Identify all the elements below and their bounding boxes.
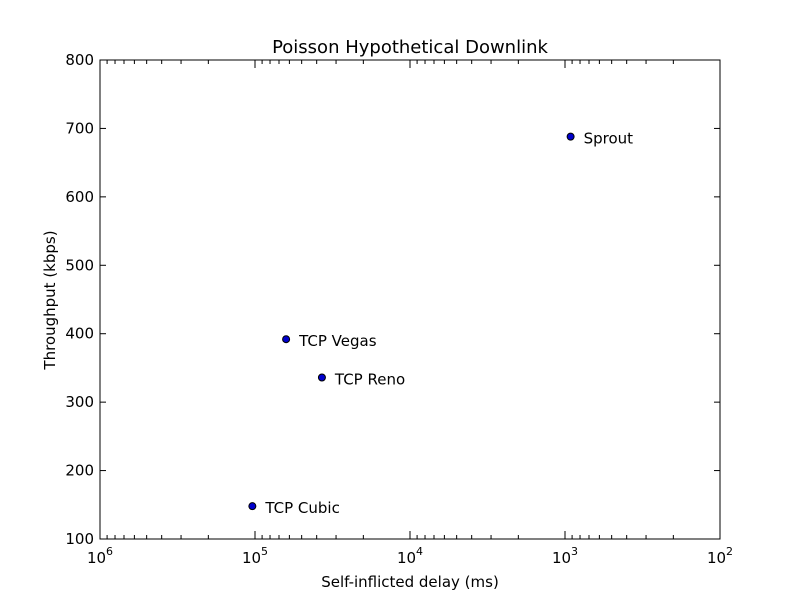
- point-label: TCP Cubic: [264, 499, 340, 517]
- x-tick-label: 102: [707, 545, 733, 567]
- x-tick-label: 103: [552, 545, 578, 567]
- point-label: Sprout: [584, 130, 634, 148]
- chart-title: Poisson Hypothetical Downlink: [272, 37, 548, 58]
- x-axis-label: Self-inflicted delay (ms): [321, 573, 499, 591]
- point-label: TCP Vegas: [298, 332, 377, 350]
- y-tick-label: 300: [65, 393, 94, 411]
- y-tick-label: 100: [65, 530, 94, 548]
- data-point: [317, 373, 326, 382]
- plot-area-frame: [99, 59, 721, 540]
- x-tick-label: 104: [397, 545, 423, 567]
- y-tick-label: 500: [65, 256, 94, 274]
- data-points: Sprout TCP Vegas TCP Reno TCP Cubic: [248, 130, 634, 517]
- data-point: [282, 335, 291, 344]
- y-tick-label: 800: [65, 51, 94, 69]
- y-axis-label: Throughput (kbps): [41, 230, 59, 370]
- point-label: TCP Reno: [334, 371, 405, 389]
- x-tick-label: 106: [87, 545, 113, 567]
- y-tick-label: 600: [65, 188, 94, 206]
- y-tick-label: 200: [65, 462, 94, 480]
- x-tick-label: 105: [242, 545, 268, 567]
- y-tick-label: 400: [65, 325, 94, 343]
- data-point: [248, 502, 257, 511]
- axis-ticks: 100 200 300 400 500 600 700 800 106 105 104 103 102: [65, 51, 733, 567]
- data-point: [566, 132, 575, 141]
- y-tick-label: 700: [65, 119, 94, 137]
